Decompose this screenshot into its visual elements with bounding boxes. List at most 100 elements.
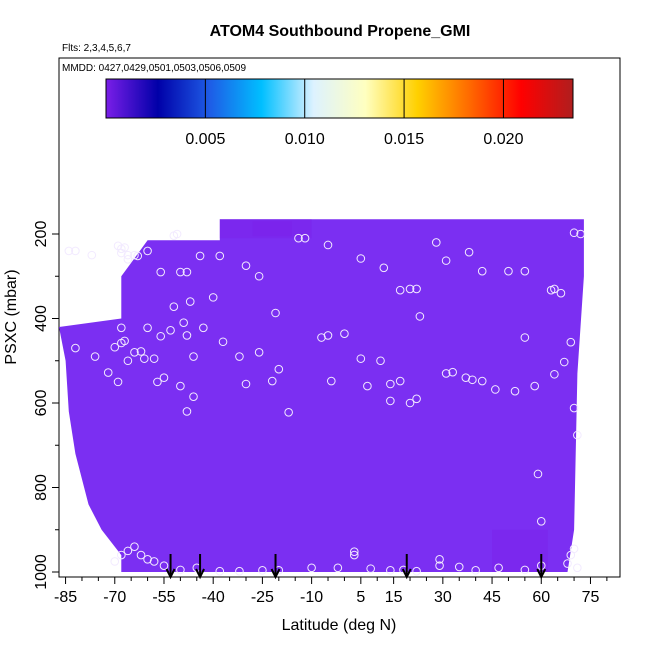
observation-point bbox=[530, 381, 540, 391]
observation-point bbox=[573, 430, 582, 440]
observation-point bbox=[189, 392, 198, 401]
observation-point bbox=[117, 323, 126, 333]
observation-point bbox=[294, 233, 303, 243]
observation-point bbox=[176, 267, 185, 277]
observation-point bbox=[110, 342, 120, 352]
observation-point bbox=[349, 550, 359, 560]
observation-point bbox=[536, 517, 546, 526]
x-tick-label: -25 bbox=[251, 589, 274, 606]
arrow-layer bbox=[165, 554, 547, 580]
observation-point bbox=[139, 354, 149, 363]
chart-title: ATOM4 Southbound Propene_GMI bbox=[210, 23, 471, 40]
colorbar-tick-label: 0.010 bbox=[285, 131, 325, 148]
observation-point bbox=[379, 263, 389, 273]
observation-point bbox=[566, 337, 576, 347]
observation-point bbox=[550, 369, 559, 379]
observation-point bbox=[468, 375, 477, 385]
observation-point bbox=[123, 255, 133, 264]
plot-frame bbox=[58, 57, 621, 578]
field-layer bbox=[59, 219, 584, 572]
observation-point bbox=[412, 566, 421, 576]
observation-point bbox=[136, 550, 146, 560]
observation-point bbox=[363, 381, 372, 391]
observation-point bbox=[448, 367, 457, 377]
observation-point bbox=[491, 385, 500, 394]
observation-point bbox=[90, 352, 100, 361]
observation-point bbox=[471, 566, 480, 575]
x-tick-label: -70 bbox=[103, 589, 126, 606]
observation-point bbox=[271, 308, 280, 318]
observation-point bbox=[533, 469, 543, 479]
observation-point bbox=[130, 250, 139, 260]
x-tick-label: -40 bbox=[202, 589, 225, 606]
observation-point bbox=[123, 250, 133, 260]
y-tick-label: 600 bbox=[33, 390, 50, 417]
observation-point bbox=[117, 550, 126, 560]
y-tick-label: 800 bbox=[33, 474, 50, 501]
observation-point bbox=[64, 246, 74, 256]
observation-point bbox=[405, 284, 415, 294]
profile-arrow bbox=[195, 554, 205, 580]
observation-point bbox=[120, 336, 129, 346]
observation-point bbox=[307, 563, 316, 573]
profile-arrow-head bbox=[270, 568, 281, 580]
observation-point bbox=[573, 563, 582, 573]
observation-point bbox=[569, 403, 579, 413]
field-region bbox=[59, 219, 584, 572]
observation-point bbox=[241, 261, 251, 270]
observation-point bbox=[235, 352, 244, 361]
x-axis: -85 -70 -55 -40 -25 -10 5 15 30 45 60 75 bbox=[54, 577, 608, 606]
colorbar-tick-label: 0.015 bbox=[384, 131, 424, 148]
x-tick-label: 45 bbox=[483, 589, 501, 606]
observation-point bbox=[103, 368, 113, 377]
observation-point bbox=[569, 544, 579, 554]
dates-subtitle: MMDD: 0427,0429,0501,0503,0506,0509 bbox=[62, 63, 246, 74]
observation-point bbox=[254, 348, 264, 357]
observation-point bbox=[120, 243, 129, 252]
observation-point bbox=[156, 331, 166, 341]
observation-point bbox=[123, 546, 133, 556]
profile-arrow-head bbox=[165, 568, 176, 580]
observation-point bbox=[326, 376, 336, 386]
observation-point bbox=[235, 566, 244, 576]
observation-point bbox=[133, 251, 143, 261]
y-axis: 200 400 600 800 1000 bbox=[33, 221, 59, 590]
observation-point bbox=[149, 557, 159, 566]
observation-point bbox=[435, 555, 444, 564]
observation-point bbox=[520, 565, 530, 575]
profile-arrow bbox=[165, 554, 176, 580]
y-tick-label: 200 bbox=[33, 221, 50, 248]
observation-point bbox=[356, 254, 366, 263]
observation-point bbox=[340, 329, 349, 339]
observation-point bbox=[386, 396, 395, 406]
concentration-patch bbox=[219, 219, 312, 239]
observation-point bbox=[323, 331, 333, 340]
observation-point bbox=[510, 386, 520, 396]
observation-point bbox=[123, 356, 133, 366]
profile-arrow-head bbox=[401, 568, 412, 580]
observation-point bbox=[461, 373, 471, 382]
observation-point bbox=[182, 267, 192, 277]
y-axis-label: PSXC (mbar) bbox=[3, 269, 20, 364]
observation-point bbox=[113, 377, 123, 387]
observation-point bbox=[185, 297, 195, 306]
observation-point bbox=[395, 285, 405, 295]
observation-point bbox=[182, 331, 192, 340]
observation-point bbox=[149, 354, 159, 363]
y-tick-label: 1000 bbox=[33, 554, 50, 590]
observation-point bbox=[153, 377, 162, 387]
observation-point bbox=[454, 562, 464, 572]
observation-point bbox=[477, 376, 487, 386]
observation-point bbox=[569, 228, 579, 238]
observation-point bbox=[199, 323, 208, 333]
observation-point bbox=[71, 343, 80, 353]
profile-arrow-head bbox=[195, 568, 205, 580]
observation-point bbox=[182, 407, 192, 416]
x-tick-label: -85 bbox=[54, 589, 77, 606]
x-tick-label: 15 bbox=[385, 589, 403, 606]
observation-point bbox=[218, 337, 228, 347]
observation-point bbox=[110, 557, 120, 566]
x-tick-label: -10 bbox=[300, 589, 323, 606]
observation-point bbox=[356, 354, 366, 363]
observation-point bbox=[143, 323, 152, 333]
